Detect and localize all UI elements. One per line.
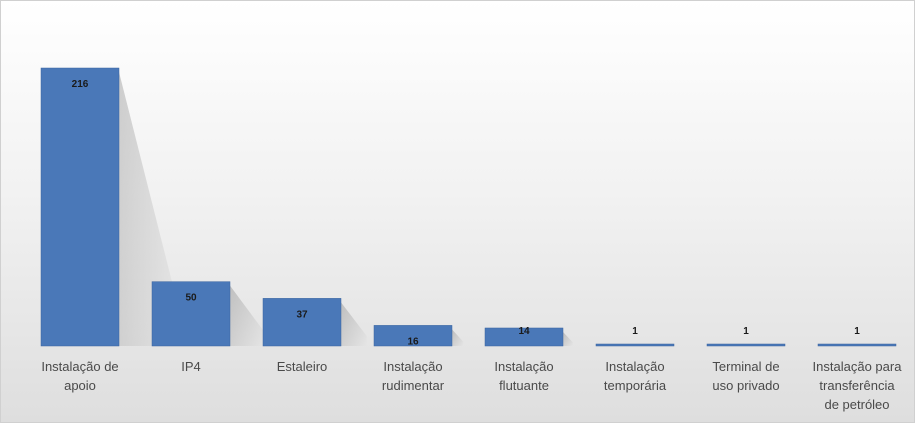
data-label: 1 [632, 326, 638, 337]
bar [484, 327, 564, 347]
category-label: Estaleiro [277, 359, 328, 374]
data-label: 37 [296, 309, 308, 320]
data-label: 14 [518, 326, 530, 337]
category-label: uso privado [712, 378, 779, 393]
bar [817, 343, 897, 347]
bar [595, 343, 675, 347]
bar-shadows [119, 72, 573, 346]
data-label: 1 [854, 326, 860, 337]
category-label: flutuante [499, 378, 549, 393]
data-label: 216 [72, 79, 89, 90]
bar [40, 67, 120, 347]
bar [373, 325, 453, 347]
data-label: 1 [743, 326, 749, 337]
category-label: transferência [819, 378, 895, 393]
category-label: Instalação de [41, 359, 118, 374]
data-label: 16 [407, 336, 419, 347]
category-label: Instalação [605, 359, 664, 374]
category-label: Instalação [383, 359, 442, 374]
data-label: 50 [185, 293, 197, 304]
bar [262, 298, 342, 347]
bar [151, 281, 231, 347]
category-label: Instalação [494, 359, 553, 374]
bar-shadow [563, 331, 573, 346]
category-label: temporária [604, 378, 667, 393]
bar-shadow [341, 302, 367, 346]
category-label: de petróleo [824, 397, 889, 412]
category-label: IP4 [181, 359, 201, 374]
bar-shadow [119, 72, 182, 346]
bars-group [40, 67, 897, 347]
bar-shadow [230, 285, 265, 346]
category-labels-group: Instalação de apoio IP4 Estaleiro Instalação… [41, 359, 902, 412]
category-label: Instalação para [813, 359, 903, 374]
bar [706, 343, 786, 347]
data-labels-group: 216 50 37 16 14 1 1 1 [72, 79, 861, 347]
category-label: rudimentar [382, 378, 445, 393]
category-label: apoio [64, 378, 96, 393]
category-label: Terminal de [712, 359, 779, 374]
bar-shadow [452, 329, 464, 346]
